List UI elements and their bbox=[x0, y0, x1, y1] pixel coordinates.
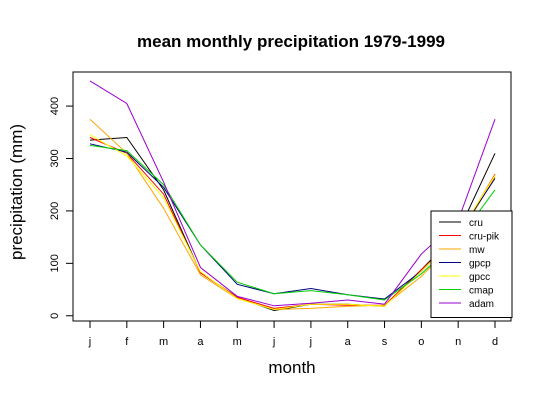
x-tick-label-7: a bbox=[345, 336, 352, 348]
legend-label-cru-pik: cru-pik bbox=[469, 232, 500, 243]
series-lines bbox=[89, 80, 496, 312]
x-tick-label-4: m bbox=[233, 336, 242, 348]
legend: cru cru-pik mw gpcp gpcc cmap adam bbox=[430, 210, 513, 318]
y-tick-label-100: 100 bbox=[49, 254, 61, 272]
legend-label-adam: adam bbox=[469, 299, 494, 310]
plot-frame bbox=[72, 71, 512, 322]
y-tick-label-300: 300 bbox=[49, 149, 61, 167]
x-tick-label-11: d bbox=[492, 336, 498, 348]
y-axis: 0 100 200 300 400 bbox=[49, 97, 73, 319]
x-tick-label-10: n bbox=[455, 336, 461, 348]
x-tick-label-0: j bbox=[88, 336, 91, 348]
x-tick-label-9: o bbox=[418, 336, 424, 348]
x-tick-label-3: a bbox=[197, 336, 204, 348]
x-tick-label-6: j bbox=[309, 336, 312, 348]
legend-label-gpcp: gpcp bbox=[469, 259, 491, 270]
chart-title: mean monthly precipitation 1979-1999 bbox=[137, 32, 445, 51]
legend-label-gpcc: gpcc bbox=[469, 272, 490, 283]
x-tick-label-1: f bbox=[125, 336, 129, 348]
legend-label-cru: cru bbox=[469, 218, 483, 229]
series-line-cru-pik bbox=[89, 137, 496, 309]
legend-label-cmap: cmap bbox=[469, 286, 494, 297]
series-line-cmap bbox=[89, 144, 496, 301]
legend-label-mw: mw bbox=[469, 245, 485, 256]
series-line-mw bbox=[89, 118, 496, 311]
y-tick-label-200: 200 bbox=[49, 202, 61, 220]
x-tick-label-8: s bbox=[382, 336, 388, 348]
y-tick-label-0: 0 bbox=[49, 313, 61, 319]
x-tick-label-2: m bbox=[159, 336, 168, 348]
y-axis-title: precipitation (mm) bbox=[7, 124, 26, 260]
x-tick-label-5: j bbox=[272, 336, 275, 348]
series-line-adam bbox=[89, 80, 496, 307]
series-line-gpcc bbox=[89, 134, 496, 311]
x-axis-title: month bbox=[268, 358, 315, 377]
legend-box bbox=[430, 210, 513, 318]
y-tick-label-400: 400 bbox=[49, 97, 61, 115]
